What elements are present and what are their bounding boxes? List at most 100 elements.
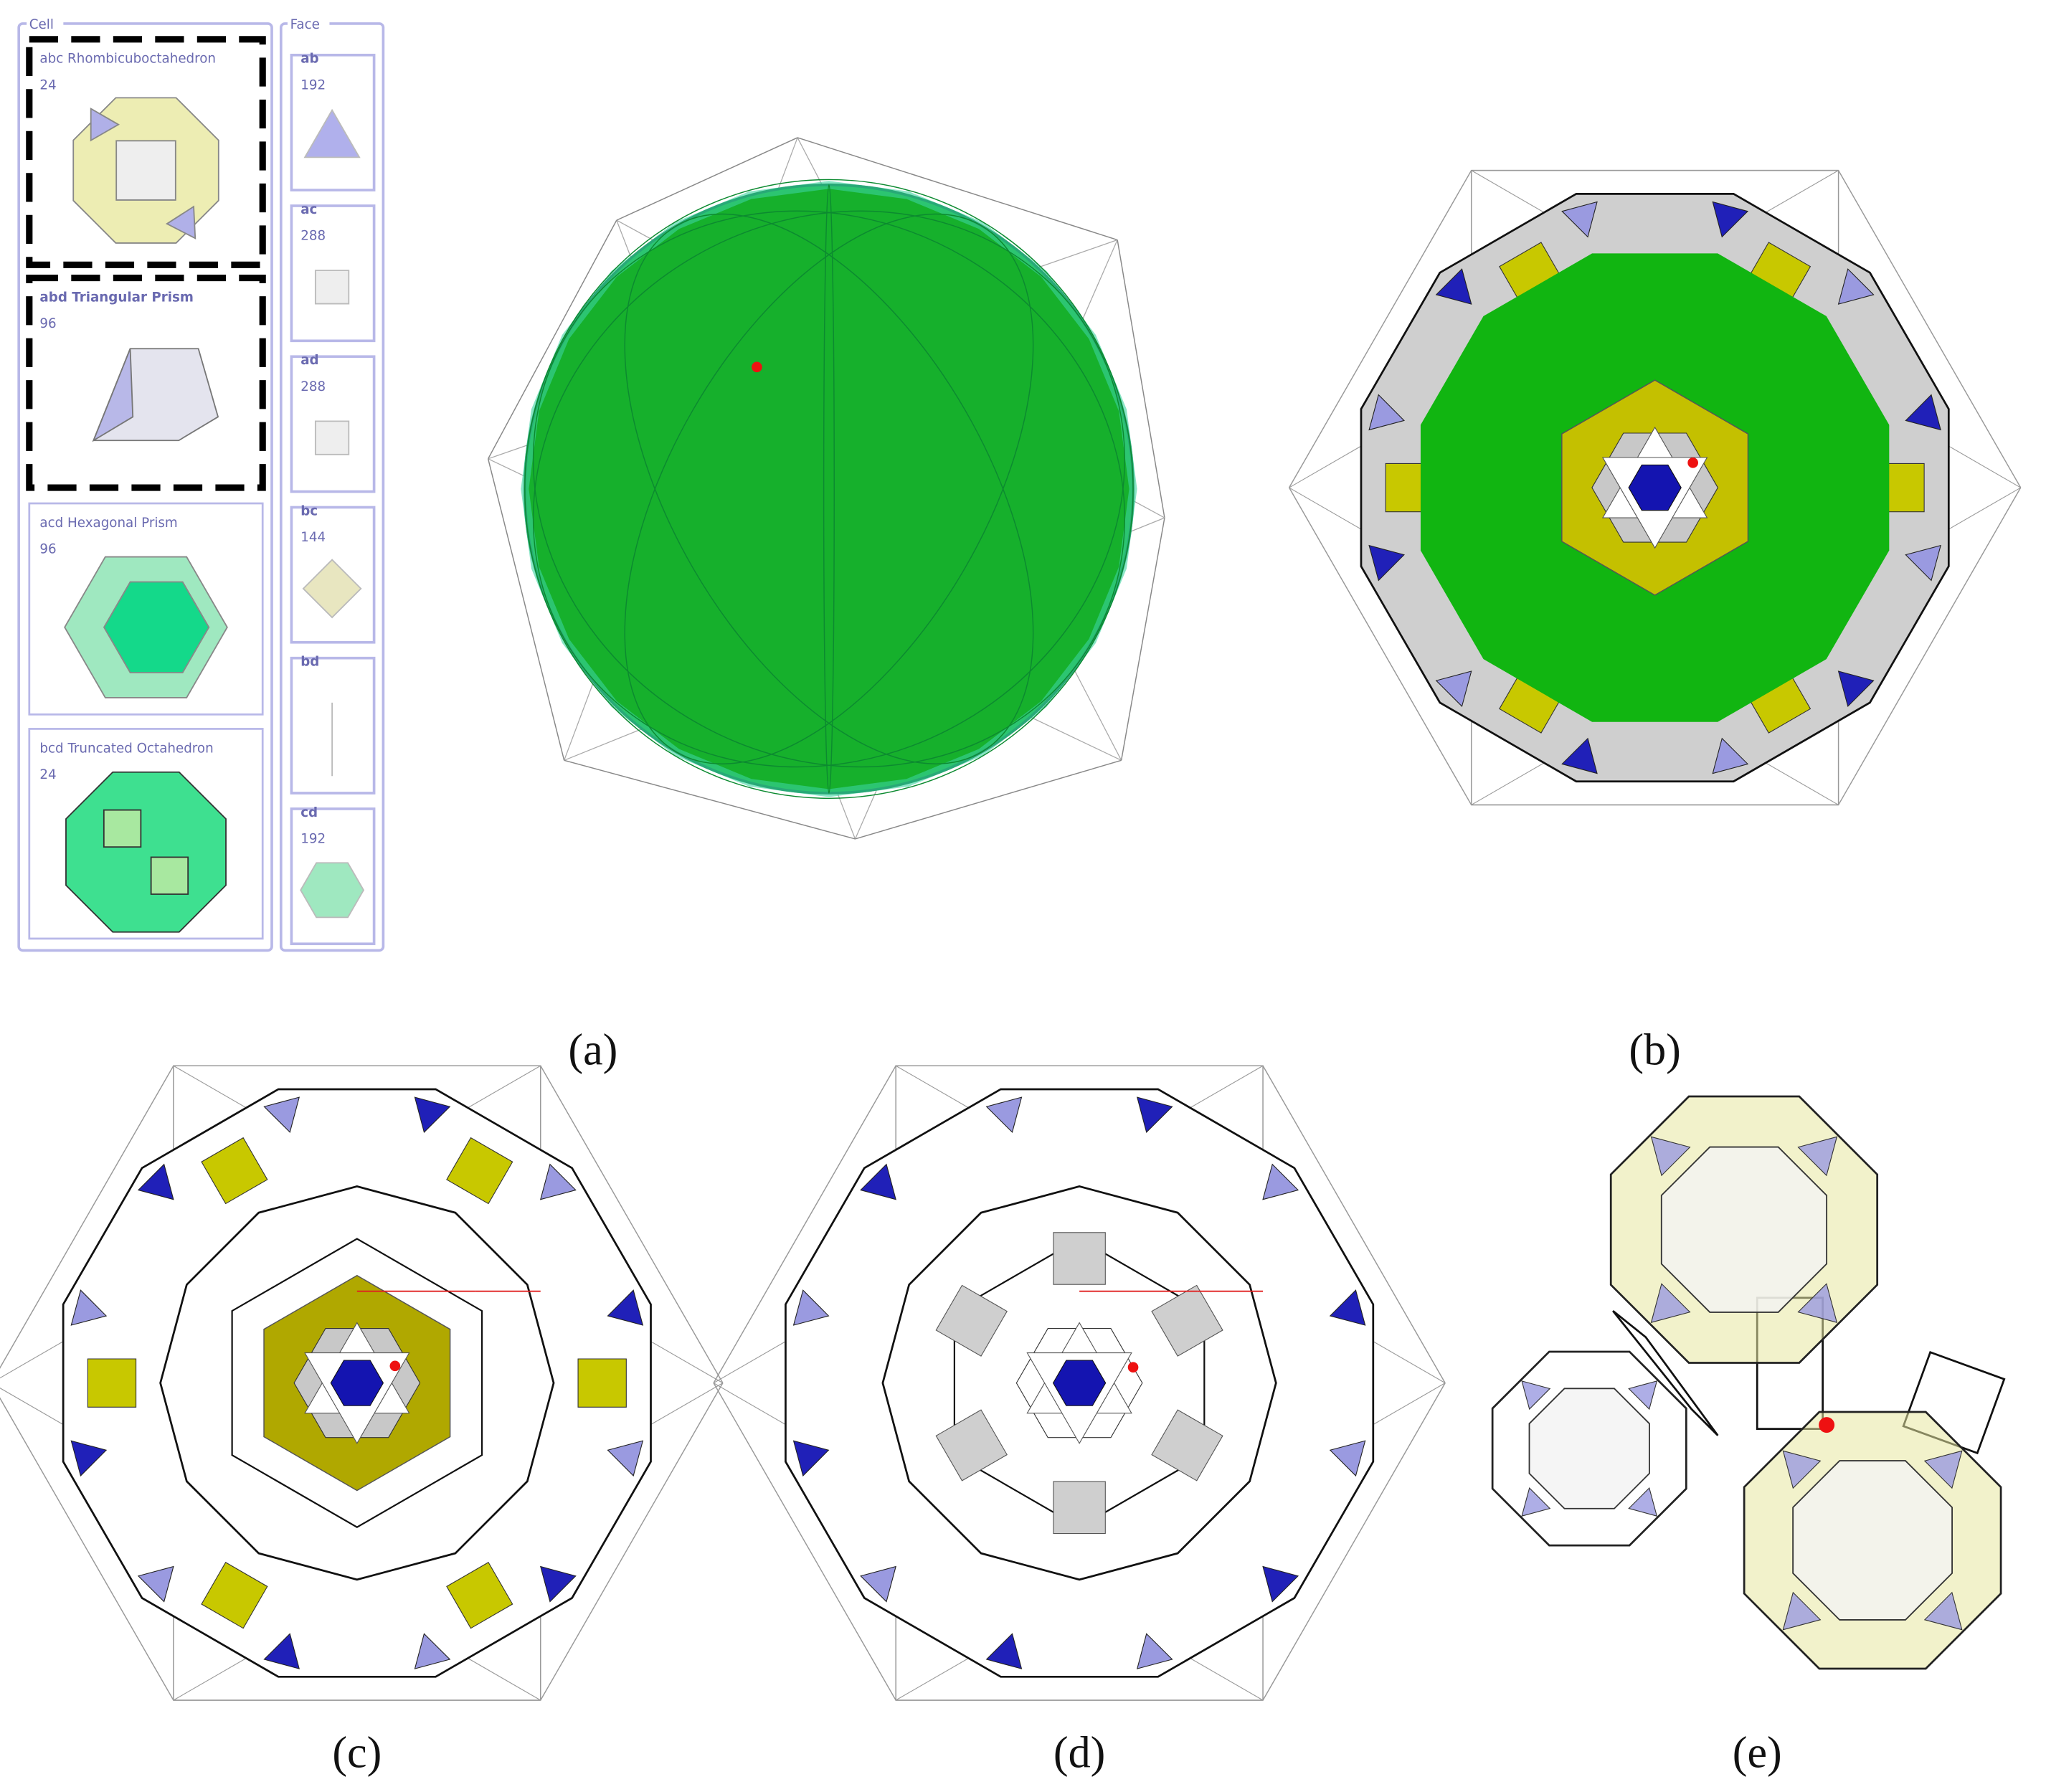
tile: [137, 1163, 174, 1200]
tile: [137, 1565, 174, 1603]
center-hex: [330, 1360, 384, 1406]
center-hex: [1052, 1360, 1107, 1406]
face-label: bd: [300, 655, 319, 670]
cell-label: abd Triangular Prism: [39, 290, 193, 305]
inner-ring: [159, 1185, 555, 1581]
face-count: 288: [300, 229, 326, 244]
cell-icon: [103, 809, 142, 848]
cell-panel-title: Cell: [29, 17, 54, 32]
tile: [1262, 1163, 1299, 1200]
tile: [1628, 1380, 1658, 1411]
tile: [1435, 268, 1472, 305]
tile: [1712, 737, 1749, 774]
cell-list: abc Rhombicuboctahedron 24 abd Triangular …: [26, 36, 266, 940]
tile: [1151, 1284, 1223, 1357]
marker: [1127, 1362, 1139, 1373]
captions: (a) (b) (c) (d) (e): [332, 1025, 1781, 1777]
tile: [1650, 1136, 1691, 1177]
tile: [935, 1284, 1008, 1357]
tile: [446, 1561, 513, 1629]
tile: [860, 1163, 896, 1200]
edge: [1120, 517, 1165, 761]
tile: [1797, 1136, 1838, 1177]
sphere-facet: [532, 210, 1125, 768]
polyhedron-face: [1792, 1460, 1953, 1621]
tile: [860, 1565, 896, 1603]
tile: [985, 1096, 1023, 1133]
tile: [1435, 670, 1472, 708]
caption: (b): [1629, 1025, 1680, 1074]
cell-count: 96: [39, 541, 56, 556]
cell-icon: [150, 856, 189, 895]
edge: [1837, 170, 2022, 488]
tile: [414, 1633, 451, 1669]
face-label: ad: [300, 353, 318, 368]
caption: (c): [332, 1728, 382, 1777]
face-count: 192: [300, 77, 326, 93]
tile: [1837, 268, 1875, 305]
face-icon: [303, 108, 361, 158]
tile: [1650, 1283, 1691, 1323]
tile: [1521, 1380, 1551, 1411]
sphere-facet: [524, 179, 1134, 800]
tile: [935, 1409, 1008, 1482]
edge: [797, 137, 1118, 241]
tile: [1923, 1591, 1963, 1631]
tile: [1923, 1450, 1963, 1489]
edge: [0, 1065, 174, 1369]
face-label: ab: [300, 52, 318, 67]
face-icon: [314, 420, 350, 455]
inner-ring: [881, 1185, 1277, 1581]
connector: [1612, 1310, 1719, 1436]
face-list: ab 192 ac 288 ad 288 bc 144 bd cd 192: [290, 52, 376, 946]
face-count: 192: [300, 831, 326, 846]
tile: [414, 1096, 451, 1133]
tile: [1151, 1409, 1223, 1482]
tile: [607, 1289, 644, 1326]
tile: [607, 1440, 644, 1477]
face-count: 288: [300, 379, 326, 394]
tile: [1628, 1487, 1658, 1517]
panel-title-bg: [27, 15, 64, 32]
face-panel-title: Face: [290, 17, 320, 32]
face-label: cd: [300, 805, 318, 820]
cell-label: bcd Truncated Octahedron: [39, 741, 213, 756]
tile: [1136, 1633, 1173, 1669]
edge: [1288, 170, 1472, 488]
face-icon: [300, 862, 365, 919]
face-label: bc: [300, 503, 318, 518]
tile: [1368, 394, 1405, 431]
marker: [1687, 458, 1698, 468]
edge: [1288, 487, 1472, 805]
tile: [446, 1137, 513, 1205]
tile: [1837, 670, 1875, 708]
tile: [70, 1289, 108, 1326]
edge: [1837, 487, 2022, 805]
edge: [855, 759, 1122, 840]
sphere-facet: [823, 184, 835, 794]
face-card[interactable]: [290, 53, 376, 191]
face-icon: [302, 559, 362, 619]
cell-icon: [65, 771, 227, 933]
tile: [1329, 1289, 1366, 1326]
inner-ring: [231, 1238, 483, 1528]
illustrations: [0, 137, 2022, 1701]
face-icon: [314, 270, 350, 305]
cell-count: 24: [39, 77, 56, 93]
edge: [540, 1383, 724, 1701]
tile: [1782, 1450, 1822, 1489]
tile: [201, 1137, 268, 1205]
tile: [1136, 1096, 1173, 1133]
tile: [87, 1358, 137, 1408]
caption: (d): [1053, 1728, 1105, 1777]
center-hex: [1628, 464, 1682, 511]
cell-count: 96: [39, 316, 56, 331]
marker: [1819, 1417, 1835, 1433]
cell-icon: [115, 140, 176, 201]
edge: [0, 1397, 174, 1701]
tile: [1053, 1232, 1106, 1285]
tile: [1905, 544, 1941, 582]
tile: [985, 1633, 1023, 1669]
polyhedron-face: [1528, 1388, 1650, 1509]
edge: [540, 1065, 724, 1383]
